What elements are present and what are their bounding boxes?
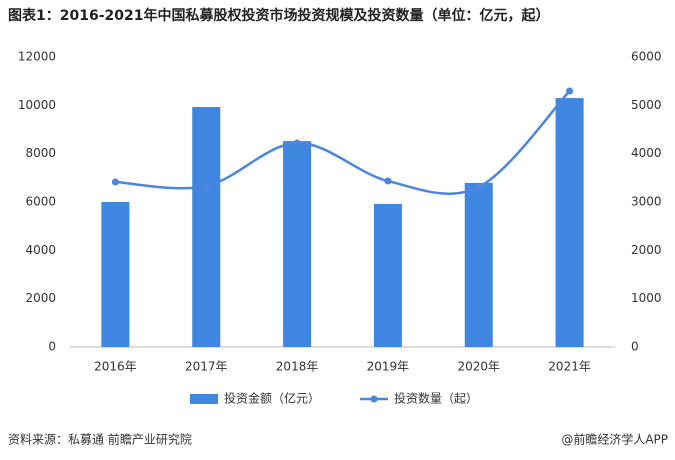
bar — [192, 107, 221, 348]
y-tick-label: 4000 — [25, 243, 56, 257]
y-tick-label: 12000 — [18, 50, 56, 64]
x-tick-label: 2020年 — [457, 360, 500, 374]
y2-tick-label: 4000 — [631, 146, 662, 160]
y2-tick-label: 3000 — [631, 195, 662, 209]
y-tick-label: 10000 — [18, 98, 56, 112]
x-tick-label: 2017年 — [185, 360, 228, 374]
y-tick-label: 6000 — [25, 195, 56, 209]
x-tick-label: 2021年 — [548, 360, 591, 374]
bar — [464, 182, 493, 347]
y-tick-label: 0 — [48, 340, 56, 354]
credit: @前瞻经济学人APP — [561, 432, 668, 447]
point — [293, 139, 301, 147]
x-tick-label: 2019年 — [367, 360, 410, 374]
y2-tick-label: 5000 — [631, 98, 662, 112]
x-tick-label: 2016年 — [94, 360, 137, 374]
bar — [101, 202, 130, 347]
bar — [373, 203, 402, 347]
point — [475, 183, 483, 191]
bar — [555, 98, 584, 347]
y2-tick-label: 0 — [631, 340, 639, 354]
point — [202, 182, 210, 190]
point — [384, 177, 392, 185]
y2-tick-label: 2000 — [631, 243, 662, 257]
point — [566, 87, 574, 95]
legend-swatch — [370, 395, 378, 403]
legend-label: 投资数量（起） — [394, 391, 478, 406]
legend-label: 投资金额（亿元） — [224, 391, 320, 406]
y2-tick-label: 1000 — [631, 291, 662, 305]
bar — [283, 141, 312, 347]
x-tick-label: 2018年 — [276, 360, 319, 374]
y-tick-label: 8000 — [25, 146, 56, 160]
source: 资料来源：私募通 前瞻产业研究院 — [8, 432, 192, 447]
legend-swatch — [190, 394, 218, 404]
y-tick-label: 2000 — [25, 291, 56, 305]
line — [115, 90, 571, 195]
y2-tick-label: 6000 — [631, 50, 662, 64]
point — [111, 178, 119, 186]
chart-title: 图表1：2016-2021年中国私募股权投资市场投资规模及投资数量（单位：亿元，… — [8, 7, 549, 24]
